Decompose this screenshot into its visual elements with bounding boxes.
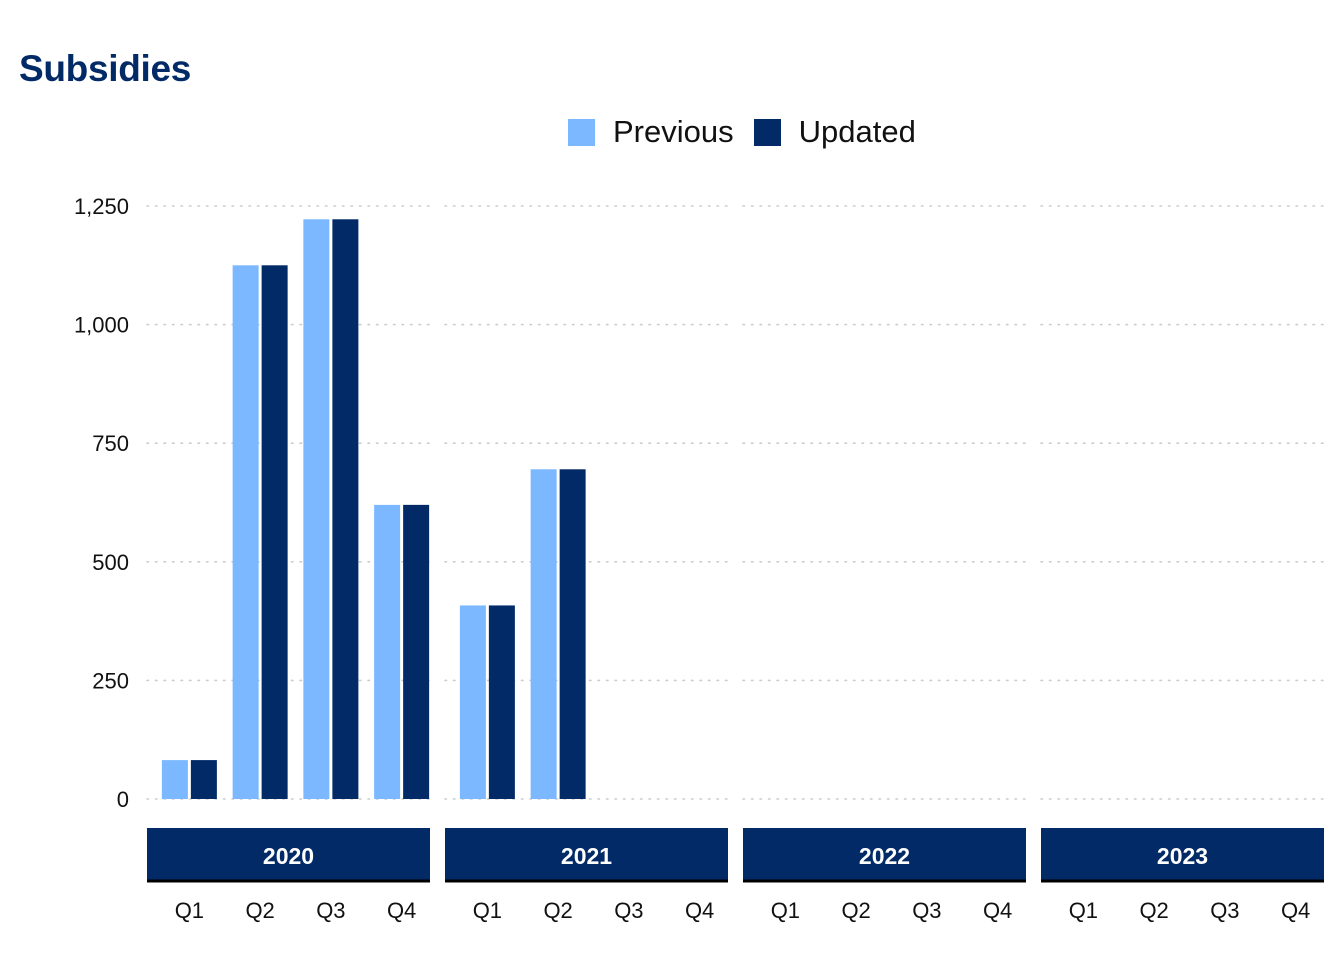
facet-strip — [743, 828, 1026, 881]
facet-label: 2020 — [263, 843, 314, 869]
x-tick-label: Q2 — [841, 898, 870, 923]
y-tick-label: 0 — [117, 787, 129, 812]
y-tick-label: 1,000 — [74, 313, 129, 338]
x-tick-label: Q3 — [614, 898, 643, 923]
x-tick-label: Q3 — [316, 898, 345, 923]
y-tick-label: 750 — [92, 431, 129, 456]
bar-previous — [459, 605, 486, 799]
bar-previous — [303, 219, 330, 799]
legend-label-updated: Updated — [798, 114, 916, 149]
bar-previous — [374, 504, 401, 799]
legend-label-previous: Previous — [613, 114, 734, 149]
y-tick-label: 1,250 — [74, 194, 129, 219]
legend-swatch-previous — [568, 118, 595, 146]
x-tick-label: Q4 — [387, 898, 416, 923]
x-tick-label: Q2 — [245, 898, 274, 923]
x-tick-label: Q4 — [685, 898, 714, 923]
legend: Previous Updated — [568, 114, 936, 150]
facet-label: 2023 — [1157, 843, 1208, 869]
bar-previous — [530, 469, 557, 799]
facet-strip — [445, 828, 728, 881]
x-tick-label: Q1 — [1069, 898, 1098, 923]
bar-updated — [332, 219, 359, 799]
x-tick-label: Q1 — [771, 898, 800, 923]
legend-item-updated: Updated — [753, 114, 916, 150]
facet-label: 2021 — [561, 843, 612, 869]
facet-strip — [1041, 828, 1324, 881]
bar-updated — [190, 760, 217, 799]
x-tick-label: Q1 — [175, 898, 204, 923]
bar-updated — [559, 469, 586, 799]
y-tick-label: 500 — [92, 550, 129, 575]
facet-strip — [147, 828, 430, 881]
y-tick-label: 250 — [92, 668, 129, 693]
legend-item-previous: Previous — [568, 114, 734, 150]
legend-swatch-updated — [753, 118, 781, 146]
x-tick-label: Q4 — [1281, 898, 1310, 923]
bar-updated — [403, 504, 430, 799]
x-tick-label: Q3 — [912, 898, 941, 923]
x-tick-label: Q4 — [983, 898, 1012, 923]
x-tick-label: Q3 — [1210, 898, 1239, 923]
x-tick-label: Q1 — [473, 898, 502, 923]
bar-updated — [488, 605, 515, 799]
bar-previous — [161, 760, 188, 799]
chart-title: Subsidies — [19, 48, 192, 89]
bar-updated — [261, 265, 288, 799]
facet-label: 2022 — [859, 843, 910, 869]
x-tick-label: Q2 — [1139, 898, 1168, 923]
x-tick-label: Q2 — [543, 898, 572, 923]
bar-previous — [232, 265, 259, 799]
